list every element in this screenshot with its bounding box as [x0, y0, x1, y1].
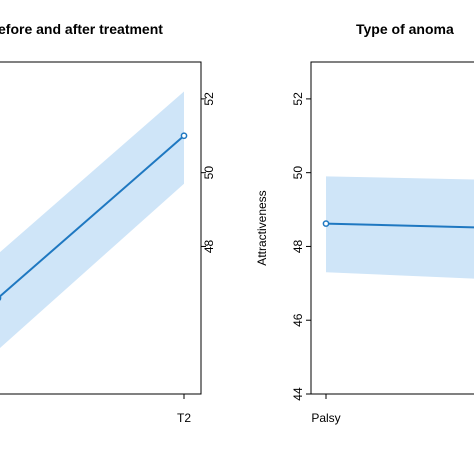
y-tick-label: 52: [202, 92, 216, 106]
series-line: [0, 135, 185, 298]
data-point: [322, 220, 330, 227]
ci-band-layer-anomaly: [326, 176, 474, 279]
series-line: [325, 222, 474, 229]
data-point: [180, 132, 188, 140]
x-tick-label: T2: [177, 411, 191, 425]
plot-frame-treatment: [0, 61, 202, 395]
series-layer-treatment: [0, 132, 188, 301]
panel-treatment: efore and after treatment 48 50 52 T2: [0, 21, 216, 425]
y-tick-label: 52: [291, 92, 305, 106]
ci-band: [0, 91, 184, 348]
x-tick-label: Palsy: [311, 411, 340, 425]
y-tick-label: 48: [202, 239, 216, 253]
y-axis-label-anomaly: Attractiveness: [255, 190, 269, 265]
y-tick-label: 50: [291, 166, 305, 180]
y-tick-label: 50: [202, 166, 216, 180]
axis-layer-treatment: 48 50 52 T2: [177, 92, 216, 425]
y-tick-label: 46: [291, 313, 305, 327]
ci-band-layer-treatment: [0, 91, 184, 348]
y-tick-label: 44: [291, 387, 305, 401]
axis-layer-anomaly: 44 46 48 50 52 Palsy: [291, 92, 341, 425]
panel-anomaly-type: Type of anoma Attractiveness 44 46 48 50 52 P…: [255, 21, 474, 425]
y-tick-label: 48: [291, 239, 305, 253]
data-point: [0, 295, 2, 301]
chart-title-treatment: efore and after treatment: [0, 21, 163, 37]
chart-title-anomaly: Type of anoma: [356, 21, 454, 37]
plot-frame-anomaly: [310, 61, 474, 395]
ci-band: [326, 176, 474, 279]
series-layer-anomaly: [322, 220, 474, 229]
